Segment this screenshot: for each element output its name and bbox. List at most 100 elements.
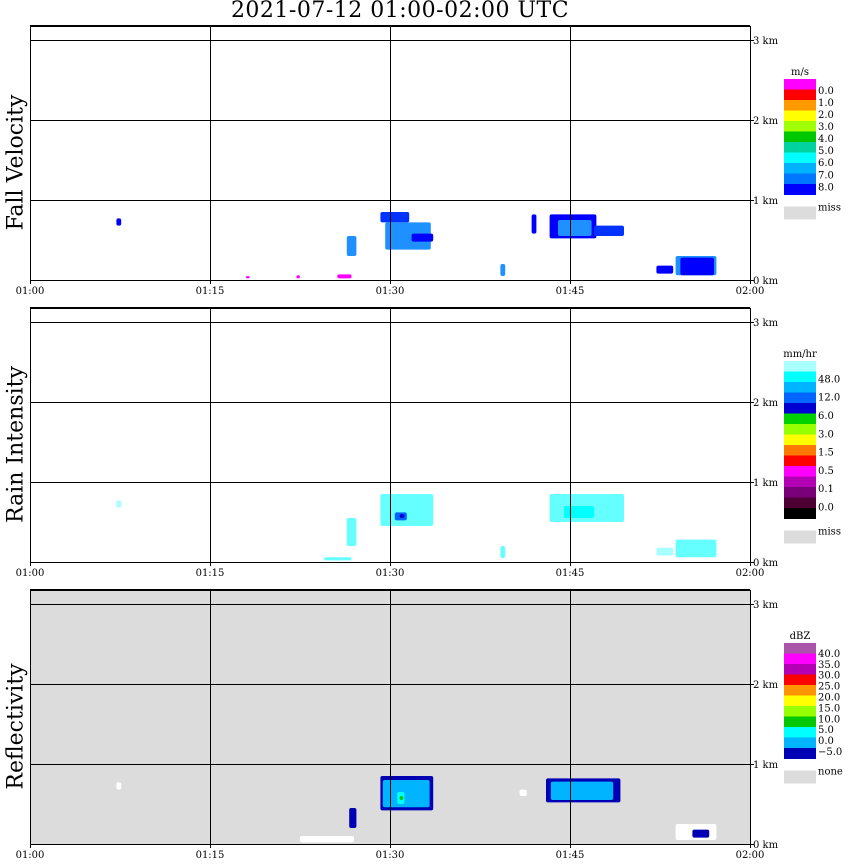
legend-swatch <box>784 142 816 153</box>
legend-swatch <box>784 487 816 498</box>
y-tick-label: 3 km <box>753 318 779 329</box>
x-tick-label: 01:15 <box>196 850 225 861</box>
legend-label: 30.0 <box>818 671 840 682</box>
rain-intensity-chart: 01:00 01:15 01:30 01:45 02:000 km 1 km 2 km 3 k… <box>16 307 841 579</box>
x-tick-label: 01:00 <box>16 850 45 861</box>
echo-cell <box>116 218 122 226</box>
chart-title: 2021-07-12 01:00-02:00 UTC <box>230 0 570 23</box>
legend-swatch <box>784 455 816 467</box>
fall-velocity-chart: 01:00 01:15 01:30 01:45 02:000 km 1 km 2 km 3 k… <box>16 25 841 297</box>
echo-cell <box>380 212 410 223</box>
legend-swatch <box>784 727 816 738</box>
legend-swatch <box>784 361 816 372</box>
legend-swatch <box>784 737 816 749</box>
grid <box>30 589 750 844</box>
echo-cell <box>550 781 614 800</box>
echo-cell <box>246 276 250 279</box>
x-tick-label: 01:15 <box>196 286 225 297</box>
echo-cell <box>399 796 404 800</box>
legend-label: −5.0 <box>818 747 842 758</box>
legend-swatch <box>784 152 816 164</box>
y-tick-label: 2 km <box>753 398 779 409</box>
legend-label: 10.0 <box>818 714 840 725</box>
legend-swatch <box>784 79 816 90</box>
legend-label: 12.0 <box>818 393 840 404</box>
echo-cell <box>656 265 674 274</box>
legend-swatch <box>784 184 816 195</box>
echo-cell <box>346 236 357 256</box>
echo-cell <box>500 546 506 558</box>
legend-swatch <box>784 424 816 435</box>
x-tick-label: 01:30 <box>376 850 405 861</box>
legend-swatch <box>784 508 816 519</box>
echo-cell <box>680 257 714 276</box>
legend-label: 15.0 <box>818 703 840 714</box>
legend-label: 35.0 <box>818 660 840 671</box>
rain-intensity-panel: Rain Intensity 01:00 01:15 01:30 01:45 02:00… <box>0 304 850 586</box>
legend-label: 20.0 <box>818 692 840 703</box>
echo-cell <box>656 547 674 556</box>
legend-swatch <box>784 413 816 425</box>
legend-swatch <box>784 706 816 717</box>
legend-label: 48.0 <box>818 374 840 385</box>
legend-label: 0.1 <box>818 484 834 495</box>
echo-cell <box>385 222 431 250</box>
fall-velocity-panel: Fall Velocity 01:00 01:15 01:30 01:45 02:00 0… <box>0 22 850 304</box>
legend-swatch <box>784 110 816 122</box>
x-tick-label: 01:00 <box>16 286 45 297</box>
echo-cell <box>324 557 352 561</box>
x-tick-label: 01:30 <box>376 286 405 297</box>
legend-missing-label: none <box>818 767 843 778</box>
legend-swatch <box>784 89 816 101</box>
legend-swatch <box>784 371 816 383</box>
grid <box>30 307 750 562</box>
legend-swatch <box>784 382 816 393</box>
legend-swatch <box>784 121 816 132</box>
legend-swatch <box>784 392 816 404</box>
echo-cell <box>382 780 430 808</box>
legend-swatch <box>784 173 816 185</box>
legend-label: 25.0 <box>818 682 840 693</box>
echo-cell <box>346 518 357 546</box>
legend-label: 6.0 <box>818 411 834 422</box>
y-tick-label: 3 km <box>753 36 779 47</box>
legend-swatch <box>784 466 816 477</box>
y-tick-label: 1 km <box>753 760 779 771</box>
legend-swatch <box>784 163 816 174</box>
legend-label: 6.0 <box>818 158 834 169</box>
y-tick-label: 1 km <box>753 196 779 207</box>
legend-swatch <box>784 434 816 446</box>
legend-swatch <box>784 445 816 456</box>
echo-cell <box>337 274 352 279</box>
legend-missing-label: miss <box>818 203 841 214</box>
legend-label: 5.0 <box>818 725 834 736</box>
echo-cell <box>116 782 122 790</box>
echo-cell <box>564 506 594 518</box>
legend-swatch <box>784 100 816 111</box>
y-tick-label: 2 km <box>753 680 779 691</box>
y-tick-label: 3 km <box>753 600 779 611</box>
y-tick-label: 0 km <box>753 840 779 851</box>
x-tick-label: 01:15 <box>196 568 225 579</box>
legend-swatch <box>784 748 816 759</box>
echo-cell <box>349 808 357 828</box>
echo-cell <box>519 789 527 796</box>
x-tick-label: 01:45 <box>556 286 585 297</box>
legend-swatch <box>784 476 816 488</box>
legend-label: 0.0 <box>818 736 834 747</box>
legend-label: 3.0 <box>818 122 834 133</box>
legend-swatch <box>784 403 816 414</box>
legend-swatch <box>784 131 816 143</box>
echo-cell <box>692 829 710 838</box>
legend-swatch <box>784 674 816 686</box>
legend-missing-swatch <box>784 206 816 220</box>
echo-cell <box>594 225 624 236</box>
legend-unit: dBZ <box>790 631 811 642</box>
legend-label: 1.5 <box>818 448 834 459</box>
legend-label: 0.0 <box>818 86 834 97</box>
reflectivity-chart: 01:00 01:15 01:30 01:45 02:000 km 1 km 2 km 3 k… <box>16 589 843 861</box>
echo-cell <box>399 514 405 518</box>
x-tick-label: 02:00 <box>736 286 765 297</box>
legend-missing-swatch <box>784 530 816 544</box>
grid <box>30 25 750 280</box>
